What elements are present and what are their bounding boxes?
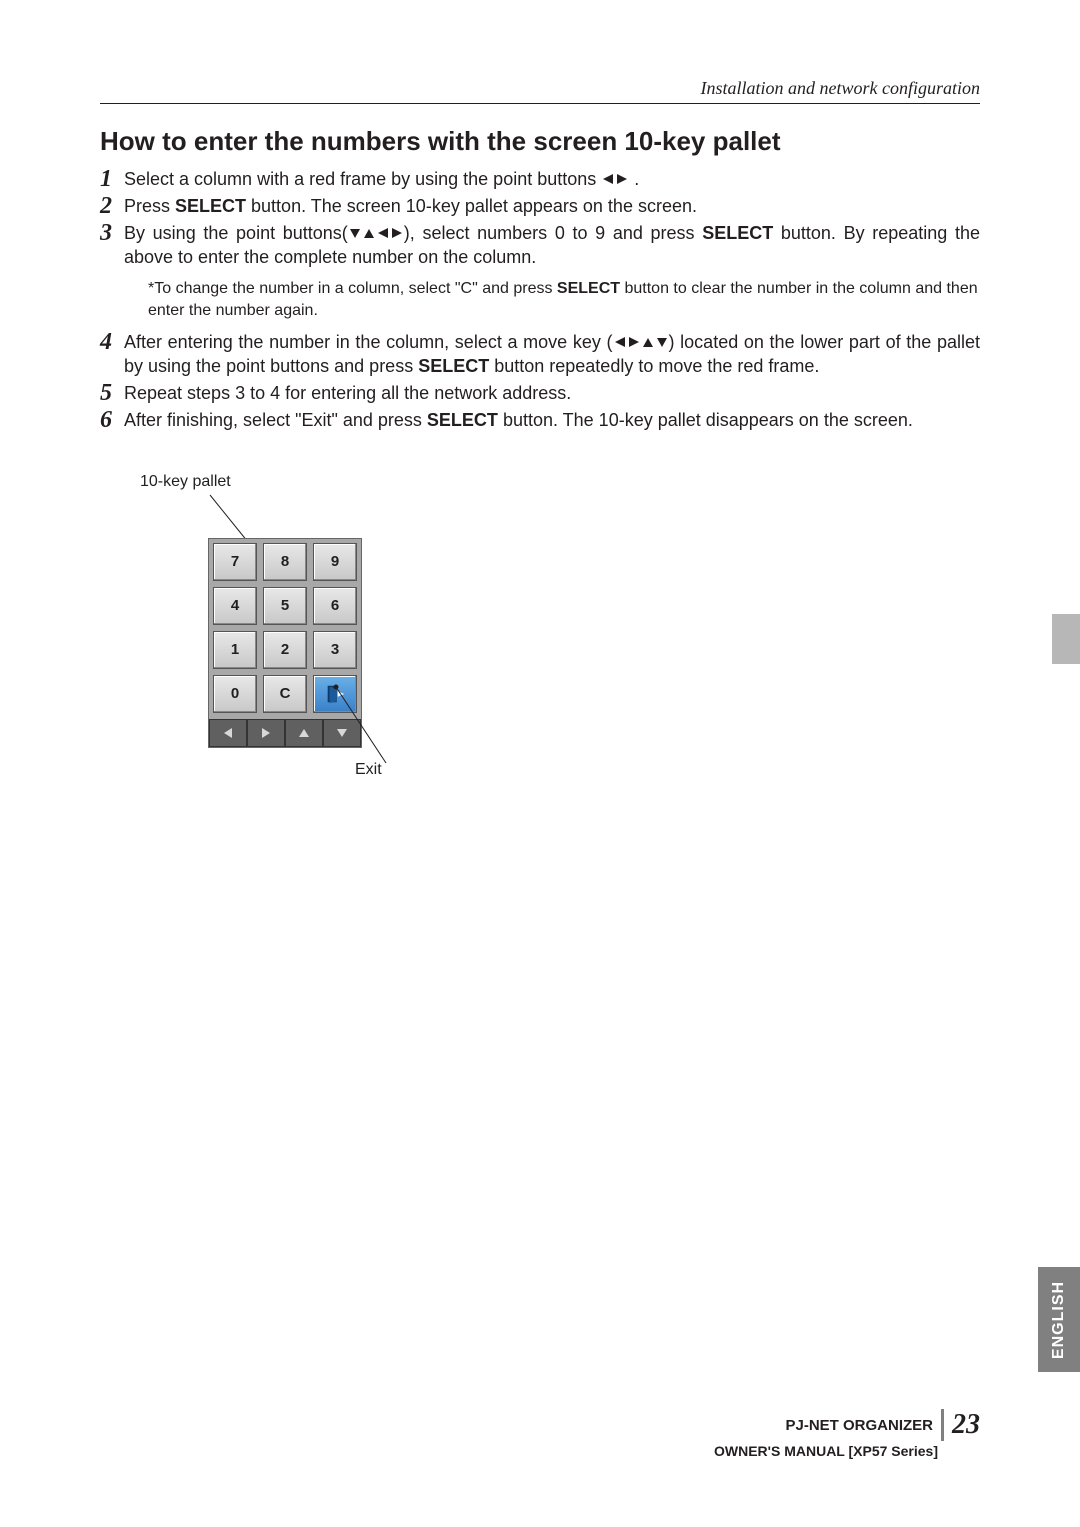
key-6[interactable]: 6 [313, 587, 357, 625]
page-footer: PJ-NET ORGANIZER 23 OWNER'S MANUAL [XP57… [714, 1409, 980, 1459]
step-number: 3 [100, 217, 112, 250]
left-arrow-icon [613, 335, 627, 349]
step-3: 3 By using the point buttons(), select n… [100, 221, 980, 322]
footer-subtitle: OWNER'S MANUAL [XP57 Series] [714, 1443, 938, 1459]
instruction-list: 1 Select a column with a red frame by us… [100, 167, 980, 433]
page-title: How to enter the numbers with the screen… [100, 126, 980, 157]
down-arrow-icon [348, 226, 362, 240]
language-tab: ENGLISH [1038, 1267, 1080, 1372]
right-arrow-icon [615, 172, 629, 186]
up-arrow-icon [641, 335, 655, 349]
step-2: 2 Press SELECT button. The screen 10-key… [100, 194, 980, 219]
page-number: 23 [941, 1409, 980, 1441]
step-5: 5 Repeat steps 3 to 4 for entering all t… [100, 381, 980, 406]
section-name: Installation and network configuration [701, 78, 981, 98]
key-2[interactable]: 2 [263, 631, 307, 669]
figure-label-top: 10-key pallet [140, 473, 231, 491]
step-number: 6 [100, 404, 112, 437]
up-arrow-icon [362, 226, 376, 240]
key-7[interactable]: 7 [213, 543, 257, 581]
footer-product: PJ-NET ORGANIZER [785, 1417, 933, 1434]
key-9[interactable]: 9 [313, 543, 357, 581]
right-arrow-icon [627, 335, 641, 349]
key-3[interactable]: 3 [313, 631, 357, 669]
key-4[interactable]: 4 [213, 587, 257, 625]
key-8[interactable]: 8 [263, 543, 307, 581]
right-arrow-icon [390, 226, 404, 240]
step-3-note: *To change the number in a column, selec… [148, 278, 980, 321]
key-0[interactable]: 0 [213, 675, 257, 713]
figure-label-exit: Exit [355, 761, 382, 779]
running-header: Installation and network configuration [100, 78, 980, 104]
left-arrow-icon [376, 226, 390, 240]
key-1[interactable]: 1 [213, 631, 257, 669]
step-number: 4 [100, 326, 112, 359]
side-grey-tab [1052, 614, 1080, 664]
left-arrow-icon [601, 172, 615, 186]
step-1: 1 Select a column with a red frame by us… [100, 167, 980, 192]
move-left-key[interactable] [209, 719, 247, 747]
leader-line-exit [280, 683, 430, 773]
keypad-figure: 10-key pallet 7 8 9 4 5 6 1 2 3 0 C [140, 473, 440, 803]
step-4: 4 After entering the number in the colum… [100, 330, 980, 380]
language-tab-label: ENGLISH [1050, 1280, 1068, 1358]
page-content: Installation and network configuration H… [100, 78, 980, 1457]
step-6: 6 After finishing, select "Exit" and pre… [100, 408, 980, 433]
down-arrow-icon [655, 335, 669, 349]
key-5[interactable]: 5 [263, 587, 307, 625]
